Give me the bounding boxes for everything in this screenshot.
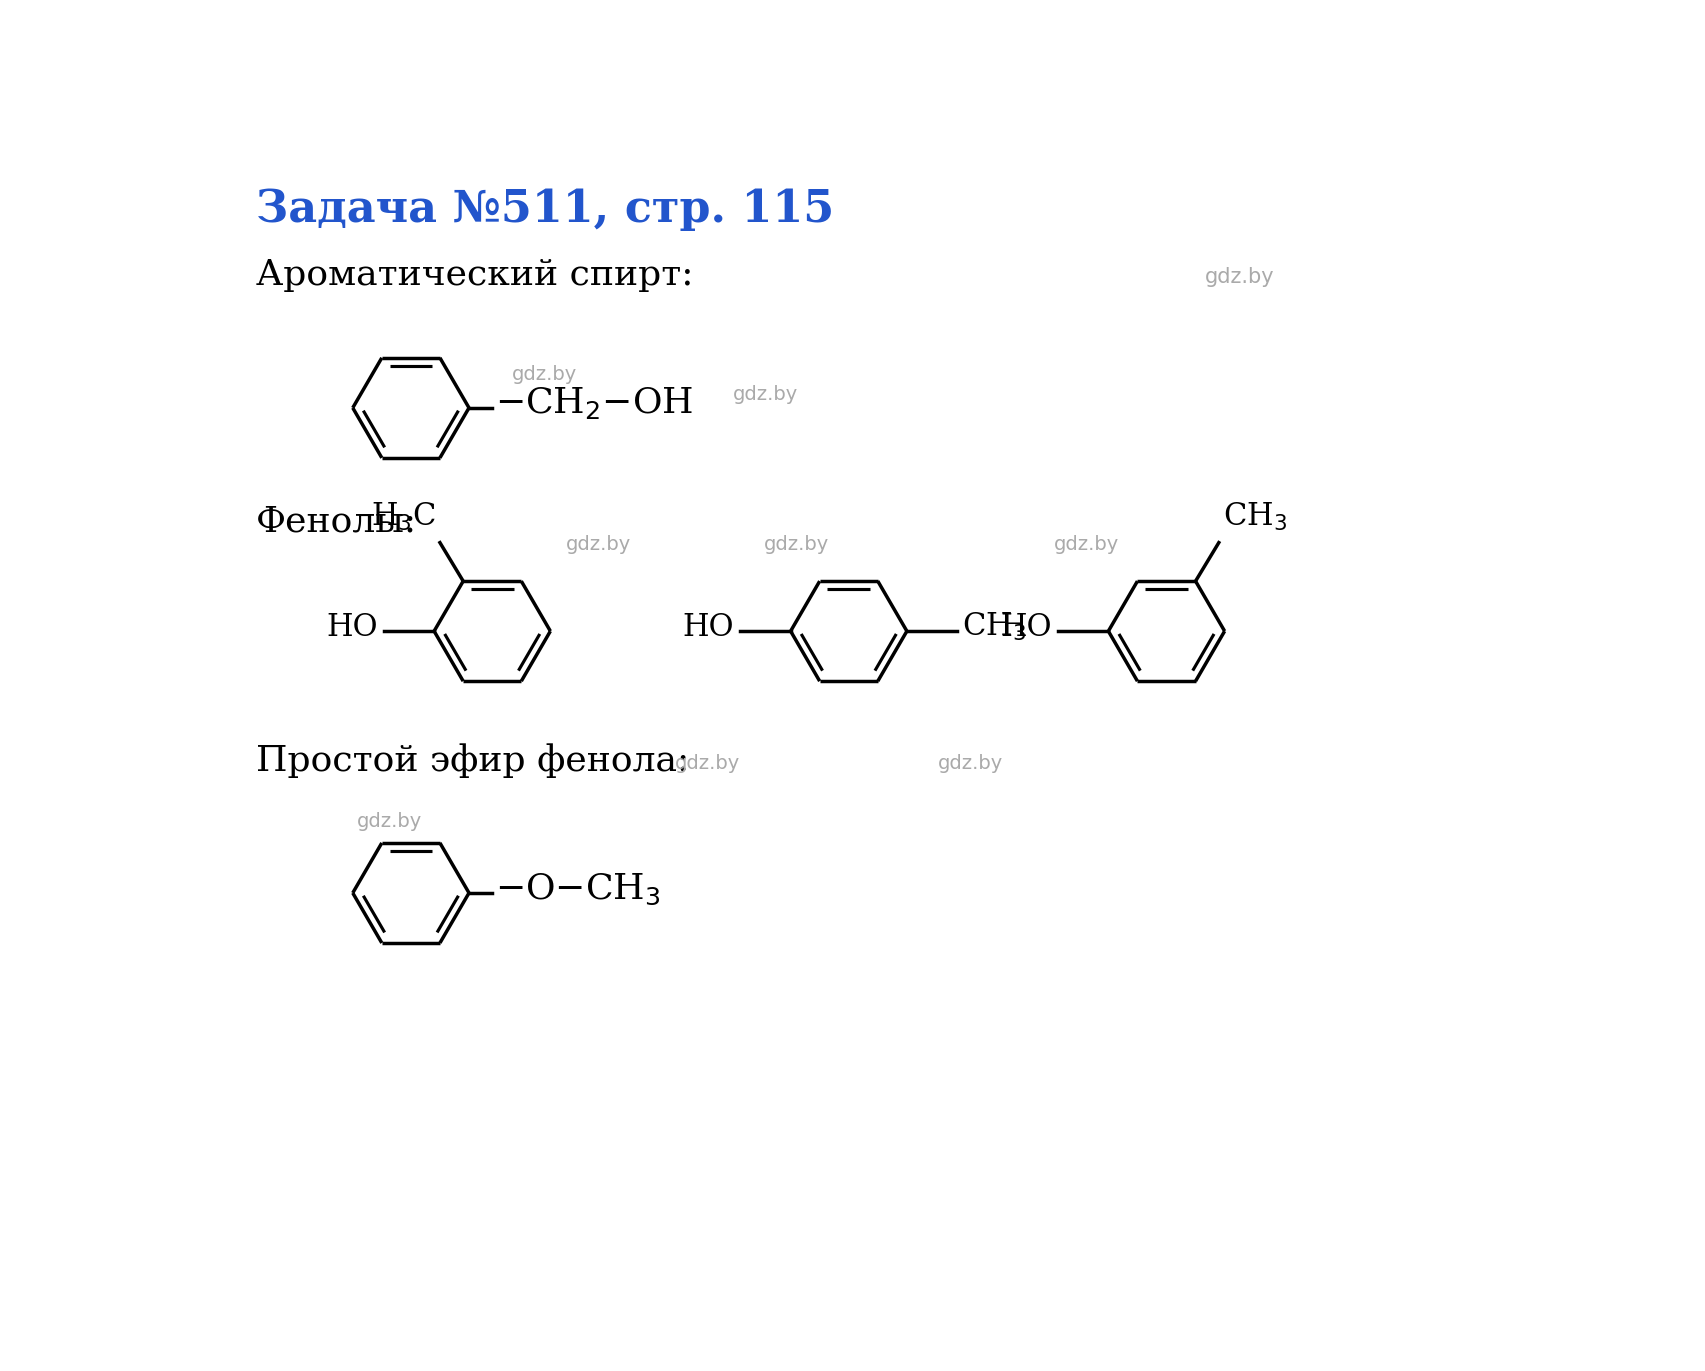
Text: HO: HO xyxy=(326,611,377,643)
Text: gdz.by: gdz.by xyxy=(938,754,1003,773)
Text: gdz.by: gdz.by xyxy=(1204,267,1274,287)
Text: H$_3$C: H$_3$C xyxy=(372,502,436,533)
Text: gdz.by: gdz.by xyxy=(731,385,798,403)
Text: HO: HO xyxy=(682,611,733,643)
Text: gdz.by: gdz.by xyxy=(764,535,829,554)
Text: HO: HO xyxy=(999,611,1052,643)
Text: gdz.by: gdz.by xyxy=(673,754,740,773)
Text: $-$CH$_2$$-$OH: $-$CH$_2$$-$OH xyxy=(494,385,694,421)
Text: gdz.by: gdz.by xyxy=(356,812,421,831)
Text: Ароматический спирт:: Ароматический спирт: xyxy=(256,258,692,292)
Text: gdz.by: gdz.by xyxy=(512,366,576,384)
Text: gdz.by: gdz.by xyxy=(566,535,631,554)
Text: Фенолы:: Фенолы: xyxy=(256,505,416,537)
Text: CH$_3$: CH$_3$ xyxy=(962,611,1025,643)
Text: CH$_3$: CH$_3$ xyxy=(1222,502,1287,533)
Text: $-$O$-$CH$_3$: $-$O$-$CH$_3$ xyxy=(494,872,660,906)
Text: gdz.by: gdz.by xyxy=(1054,535,1118,554)
Text: Задача №511, стр. 115: Задача №511, стр. 115 xyxy=(256,188,834,232)
Text: Простой эфир фенола:: Простой эфир фенола: xyxy=(256,743,689,777)
